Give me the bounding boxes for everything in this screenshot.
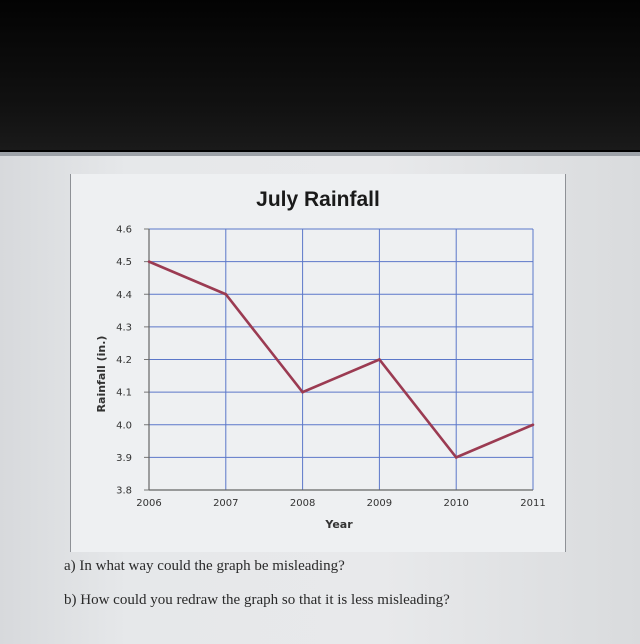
data-point [224, 292, 228, 296]
x-tick-label: 2010 [443, 498, 468, 509]
series-line [148, 260, 534, 459]
y-tick-label: 4.1 [116, 388, 132, 399]
data-point [147, 260, 151, 263]
x-tick-label: 2008 [290, 498, 315, 509]
y-tick-label: 3.8 [116, 486, 132, 497]
data-point [531, 423, 535, 427]
monitor-bezel [0, 0, 640, 150]
data-point [378, 358, 381, 361]
data-point [301, 390, 304, 394]
chart-container: July Rainfall 3.8 3.9 4.0 4.1 4.2 4.3 4.4 4.5 4.… [70, 174, 566, 552]
y-tick-label: 4.5 [116, 257, 132, 268]
y-tick-label: 4.0 [116, 420, 132, 431]
x-axis-label: Year [324, 518, 353, 531]
x-tick-label: 2009 [367, 498, 392, 509]
x-tick-label: 2011 [520, 498, 545, 509]
y-axis-label: Rainfall (in.) [95, 336, 108, 413]
question-a: a) In what way could the graph be mislea… [64, 558, 345, 574]
line-chart: July Rainfall 3.8 3.9 4.0 4.1 4.2 4.3 4.4 4.5 4.… [95, 188, 546, 531]
question-b: b) How could you redraw the graph so tha… [64, 592, 450, 608]
y-tick-label: 4.3 [116, 322, 132, 333]
chart-title: July Rainfall [256, 188, 380, 211]
y-tick-label: 3.9 [116, 453, 132, 464]
grid [144, 228, 534, 491]
y-tick-label: 4.2 [116, 355, 132, 366]
x-tick-label: 2007 [213, 498, 238, 509]
y-tick-label: 4.6 [116, 225, 132, 236]
data-point [454, 456, 458, 459]
series-layer [147, 260, 535, 459]
y-tick-label: 4.4 [116, 290, 132, 301]
x-tick-label: 2006 [136, 498, 161, 509]
y-axis-ticks: 3.8 3.9 4.0 4.1 4.2 4.3 4.4 4.5 4.6 [116, 225, 132, 497]
x-axis-ticks: 2006 2007 2008 2009 2010 2011 [136, 498, 545, 509]
